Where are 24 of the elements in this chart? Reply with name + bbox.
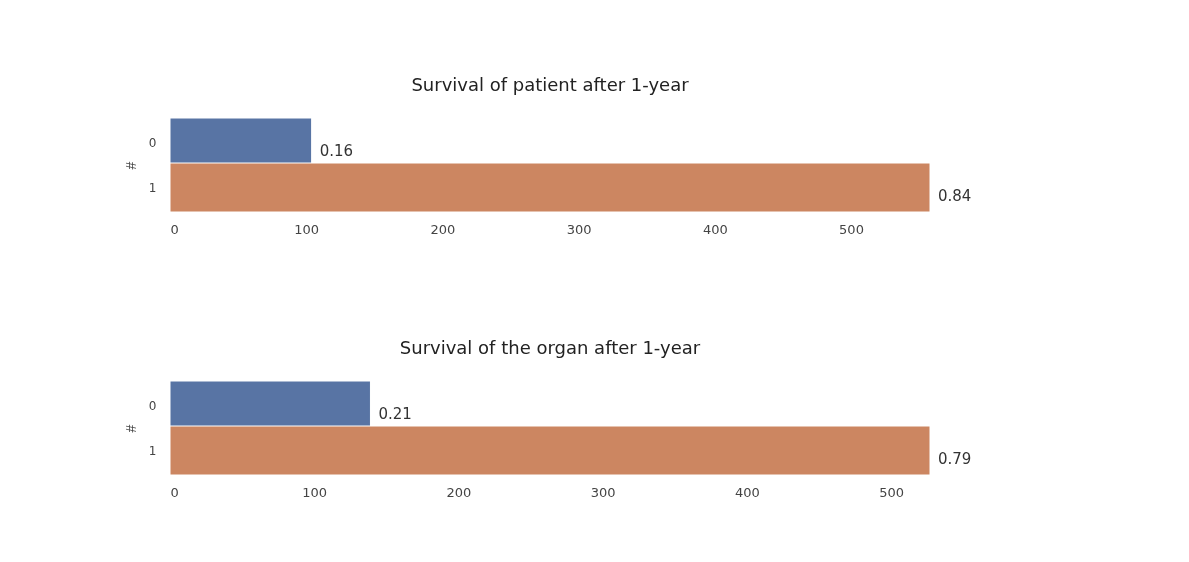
annotation: 0.21 — [378, 404, 412, 423]
y-tick-label: 0 — [148, 136, 157, 150]
x-tick-label: 100 — [302, 484, 328, 500]
x-tick-label: 200 — [430, 221, 456, 237]
y-axis-title: # — [122, 424, 139, 433]
x-tick-label: 0 — [170, 221, 179, 237]
y-tick-label: 1 — [148, 181, 157, 195]
y-tick-label: 0 — [148, 399, 157, 413]
annotation: 0.79 — [938, 449, 972, 468]
x-tick-label: 500 — [879, 484, 904, 500]
x-tick-label: 100 — [294, 221, 320, 237]
x-tick-label: 500 — [839, 221, 864, 237]
x-tick-label: 300 — [566, 221, 592, 237]
annotation: 0.84 — [938, 186, 972, 205]
annotation: 0.16 — [319, 141, 354, 160]
x-tick-label: 300 — [590, 484, 616, 500]
x-tick-label: 400 — [702, 221, 728, 237]
chart-title: Survival of patient after 1-year — [411, 74, 690, 95]
chart-title: Survival of the organ after 1-year — [399, 337, 701, 358]
y-tick-label: 1 — [148, 444, 157, 458]
x-tick-label: 0 — [170, 484, 179, 500]
x-tick-label: 400 — [734, 484, 760, 500]
y-axis-title: # — [122, 161, 139, 170]
x-tick-label: 200 — [446, 484, 472, 500]
